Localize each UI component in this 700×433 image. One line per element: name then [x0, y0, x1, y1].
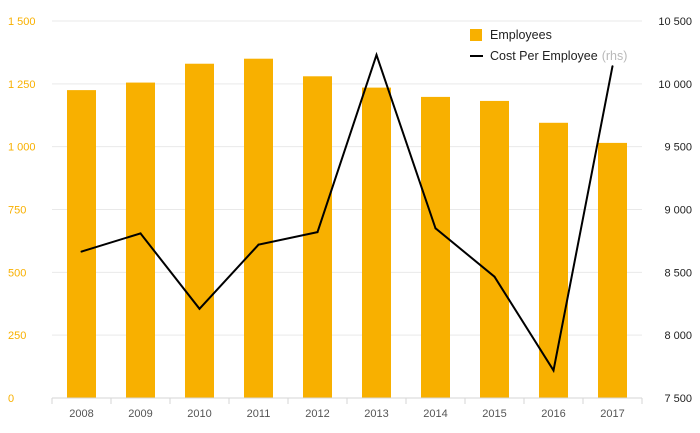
bar-2017: [598, 142, 627, 398]
bar-2015: [480, 100, 509, 398]
bar-2012: [303, 76, 332, 398]
x-tick-label: 2013: [364, 408, 388, 420]
left-tick-label: 250: [8, 330, 26, 342]
line-point-2010: [198, 307, 201, 310]
line-point-2008: [80, 250, 83, 253]
line-point-2012: [316, 231, 319, 234]
line-point-2011: [257, 243, 260, 246]
x-tick-label: 2017: [600, 408, 624, 420]
cost-per-employee-polyline: [81, 51, 614, 374]
left-tick-label: 0: [8, 393, 14, 405]
left-tick-label: 1 250: [8, 79, 36, 91]
bar-2011: [244, 58, 273, 398]
svg-text:Cost Per Employee(rhs): Cost Per Employee (rhs): [490, 49, 627, 63]
bar-2013: [362, 87, 391, 398]
right-tick-label: 8 500: [664, 267, 692, 279]
x-tick-label: 2008: [69, 408, 93, 420]
x-tick-label: 2009: [128, 408, 152, 420]
legend-label-cost-per-employee: Cost Per Employee: [490, 49, 598, 63]
axes: [51, 397, 643, 404]
x-axis-ticks: 2008 2009 2010 2011 2012 2013 2014 2015 2016 2017: [69, 408, 624, 420]
right-tick-label: 10 000: [658, 79, 692, 91]
line-point-2014: [434, 227, 437, 230]
right-tick-label: 7 500: [664, 393, 692, 405]
right-axis-ticks: 7 500 8 000 8 500 9 000 9 500 10 000 10 500: [658, 16, 692, 405]
legend: Employees Cost Per Employee (rhs): [470, 28, 627, 63]
right-tick-label: 9 000: [664, 205, 692, 217]
right-tick-label: 8 000: [664, 330, 692, 342]
legend-label-employees: Employees: [490, 28, 552, 42]
x-tick-label: 2012: [305, 408, 329, 420]
x-tick-label: 2011: [247, 408, 271, 420]
legend-label-rhs-suffix: (rhs): [602, 49, 628, 63]
cost-per-employee-line: [80, 51, 614, 374]
bar-2010: [185, 63, 214, 399]
x-tick-label: 2010: [187, 408, 211, 420]
line-point-2009: [139, 232, 142, 235]
bar-2008: [67, 90, 96, 398]
line-point-2013: [375, 53, 378, 56]
left-axis-ticks: 0 250 500 750 1 000 1 250 1 500: [8, 16, 36, 405]
x-tick-label: 2016: [541, 408, 565, 420]
left-tick-label: 1 000: [8, 142, 36, 154]
line-point-2016: [552, 369, 555, 372]
line-point-2015: [493, 275, 496, 278]
right-tick-label: 10 500: [658, 16, 692, 28]
bar-2009: [126, 82, 155, 399]
bar-2014: [421, 96, 450, 399]
legend-swatch-employees: [470, 29, 482, 41]
right-tick-label: 9 500: [664, 142, 692, 154]
x-tick-label: 2015: [482, 408, 506, 420]
employees-bars: [67, 58, 627, 399]
left-tick-label: 500: [8, 267, 26, 279]
x-tick-label: 2014: [423, 408, 447, 420]
left-tick-label: 1 500: [8, 16, 36, 28]
left-tick-label: 750: [8, 205, 26, 217]
line-point-2017: [611, 65, 614, 68]
bar-2016: [539, 122, 568, 398]
